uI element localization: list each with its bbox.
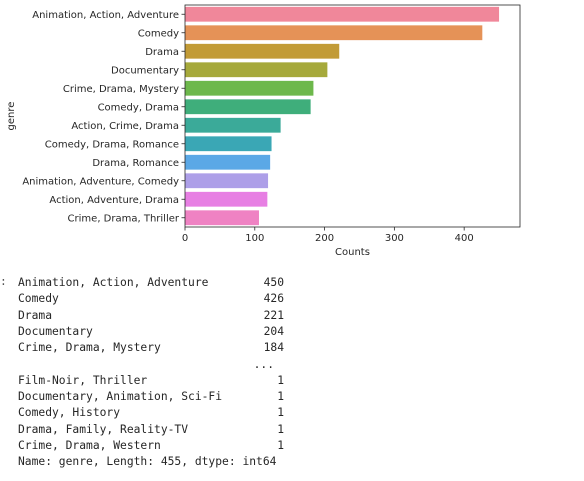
output-row: Film-Noir, Thriller 1 bbox=[18, 373, 284, 389]
output-row: Documentary, Animation, Sci-Fi 1 bbox=[18, 389, 284, 405]
x-tick-label: 300 bbox=[385, 233, 404, 244]
bar-chart: Animation, Action, Adventure Comedy Drama D… bbox=[0, 0, 584, 270]
bar bbox=[185, 62, 327, 77]
output-row-label: Drama, Family, Reality-TV bbox=[18, 422, 188, 438]
output-row: Crime, Drama, Mystery 184 bbox=[18, 340, 284, 356]
category-labels: Animation, Action, Adventure Comedy Drama D… bbox=[22, 10, 185, 225]
output-row-label: Animation, Action, Adventure bbox=[18, 275, 208, 291]
bar bbox=[185, 118, 281, 133]
output-row: Crime, Drama, Western 1 bbox=[18, 438, 284, 454]
output-ellipsis-text: ... bbox=[254, 357, 274, 373]
bar bbox=[185, 136, 272, 151]
output-row-value: 426 bbox=[264, 291, 284, 307]
output-row-label: Crime, Drama, Western bbox=[18, 438, 161, 454]
bar bbox=[185, 210, 259, 225]
output-row: Drama, Family, Reality-TV 1 bbox=[18, 422, 284, 438]
output-row-value: 1 bbox=[277, 422, 284, 438]
output-row-label: Comedy bbox=[18, 291, 59, 307]
bar bbox=[185, 173, 268, 188]
output-row: Animation, Action, Adventure 450 bbox=[18, 275, 284, 291]
bar bbox=[185, 44, 339, 59]
output-row: Documentary 204 bbox=[18, 324, 284, 340]
output-row-value: 204 bbox=[264, 324, 284, 340]
category-label: Action, Crime, Drama bbox=[71, 121, 179, 132]
x-tick-label: 100 bbox=[245, 233, 264, 244]
output-row-value: 1 bbox=[277, 438, 284, 454]
output-prompt: : bbox=[0, 275, 7, 288]
bars-group bbox=[185, 7, 499, 225]
category-label: Comedy, Drama, Romance bbox=[45, 139, 179, 150]
y-axis-label: genre bbox=[6, 102, 17, 131]
output-row-value: 1 bbox=[277, 373, 284, 389]
category-label: Action, Adventure, Drama bbox=[49, 195, 179, 206]
bar bbox=[185, 7, 499, 22]
output-row-label: Drama bbox=[18, 308, 52, 324]
bar bbox=[185, 155, 270, 170]
output-row-label: Documentary bbox=[18, 324, 93, 340]
output-row-label: Documentary, Animation, Sci-Fi bbox=[18, 389, 222, 405]
x-tick-label: 400 bbox=[455, 233, 474, 244]
bar bbox=[185, 81, 313, 96]
category-label: Animation, Adventure, Comedy bbox=[22, 176, 179, 187]
bar bbox=[185, 99, 311, 114]
category-label: Drama bbox=[145, 47, 179, 58]
output-row-label: Film-Noir, Thriller bbox=[18, 373, 147, 389]
output-footer: Name: genre, Length: 455, dtype: int64 bbox=[18, 454, 276, 470]
output-row: Drama 221 bbox=[18, 308, 284, 324]
x-ticks: 0 100 200 300 400 bbox=[182, 227, 474, 244]
x-tick-label: 0 bbox=[182, 233, 188, 244]
category-label: Crime, Drama, Thriller bbox=[68, 213, 180, 224]
output-row-value: 450 bbox=[264, 275, 284, 291]
x-tick-label: 200 bbox=[315, 233, 334, 244]
output-ellipsis: ... bbox=[18, 357, 284, 373]
x-axis-label: Counts bbox=[335, 247, 370, 258]
output-row-value: 221 bbox=[264, 308, 284, 324]
output-row-label: Comedy, History bbox=[18, 405, 120, 421]
category-label: Comedy bbox=[138, 28, 179, 39]
category-label: Drama, Romance bbox=[92, 158, 179, 169]
bar bbox=[185, 25, 482, 40]
output-row-value: 184 bbox=[264, 340, 284, 356]
category-label: Comedy, Drama bbox=[98, 102, 179, 113]
category-label: Documentary bbox=[111, 65, 179, 76]
output-row-value: 1 bbox=[277, 405, 284, 421]
output-row: Comedy, History 1 bbox=[18, 405, 284, 421]
category-label: Crime, Drama, Mystery bbox=[63, 84, 179, 95]
output-row-label: Crime, Drama, Mystery bbox=[18, 340, 161, 356]
output-row: Comedy 426 bbox=[18, 291, 284, 307]
output-row-value: 1 bbox=[277, 389, 284, 405]
category-label: Animation, Action, Adventure bbox=[32, 10, 179, 21]
bar bbox=[185, 192, 267, 207]
